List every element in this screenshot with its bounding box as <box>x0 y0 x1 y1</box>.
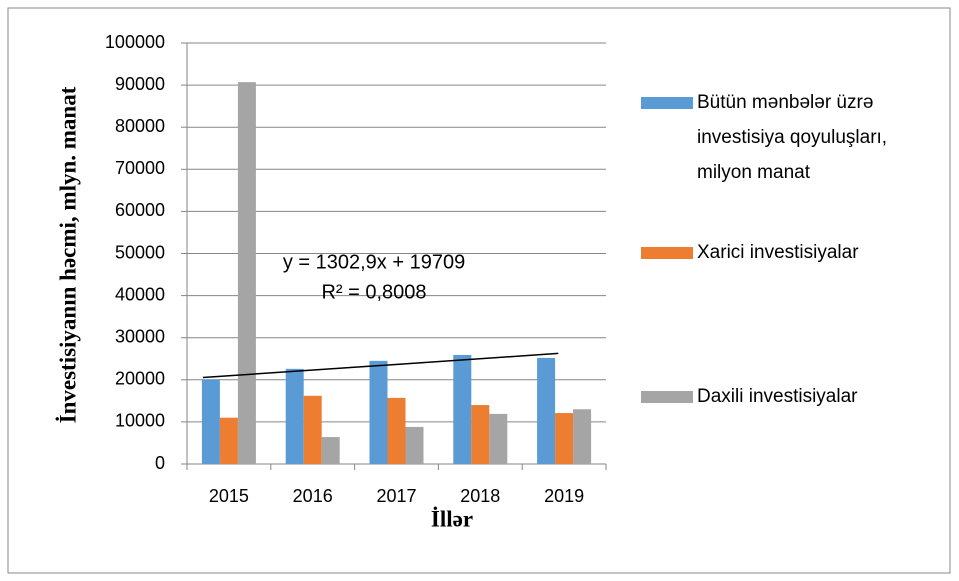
bar <box>537 357 556 464</box>
x-tick-label: 2015 <box>209 486 249 506</box>
bar <box>489 413 508 464</box>
x-tick-label: 2017 <box>376 486 416 506</box>
legend-marker <box>641 391 693 403</box>
x-axis-title: İllər <box>431 506 473 531</box>
bar <box>237 82 256 464</box>
legend-marker <box>641 247 693 259</box>
legend-label: Bütün mənbələr üzrə investisiya qoyuluşl… <box>697 92 888 183</box>
y-tick-label: 50000 <box>115 242 165 262</box>
bar <box>285 368 304 464</box>
chart-border <box>7 7 951 574</box>
legend-marker <box>641 97 693 109</box>
bar <box>201 379 220 464</box>
legend-label: Xarici investisiyalar <box>697 242 859 263</box>
bar <box>573 409 592 464</box>
bar <box>555 413 574 464</box>
y-axis-title: İnvestisiyanın həcmi, mlyn. manat <box>55 86 80 423</box>
bar <box>453 354 472 464</box>
bar <box>369 360 388 464</box>
y-tick-label: 30000 <box>115 326 165 346</box>
y-tick-label: 20000 <box>115 369 165 389</box>
bar <box>387 397 406 464</box>
y-tick-label: 0 <box>155 453 165 473</box>
y-tick-label: 100000 <box>105 32 165 52</box>
trendline-equation: y = 1302,9x + 19709 <box>283 251 465 273</box>
trendline-r2: R² = 0,8008 <box>321 281 426 303</box>
bar <box>471 405 490 464</box>
legend-label: Daxili investisiyalar <box>697 386 858 407</box>
y-tick-label: 90000 <box>115 74 165 94</box>
bar <box>303 395 322 464</box>
y-tick-label: 40000 <box>115 284 165 304</box>
bar <box>405 426 424 464</box>
bar <box>219 417 238 464</box>
x-tick-label: 2019 <box>544 486 584 506</box>
x-tick-label: 2018 <box>460 486 500 506</box>
bar <box>321 437 340 464</box>
y-tick-label: 80000 <box>115 116 165 136</box>
y-tick-label: 70000 <box>115 158 165 178</box>
y-tick-label: 10000 <box>115 411 165 431</box>
x-tick-label: 2016 <box>293 486 333 506</box>
trendline <box>202 352 559 379</box>
y-tick-label: 60000 <box>115 200 165 220</box>
